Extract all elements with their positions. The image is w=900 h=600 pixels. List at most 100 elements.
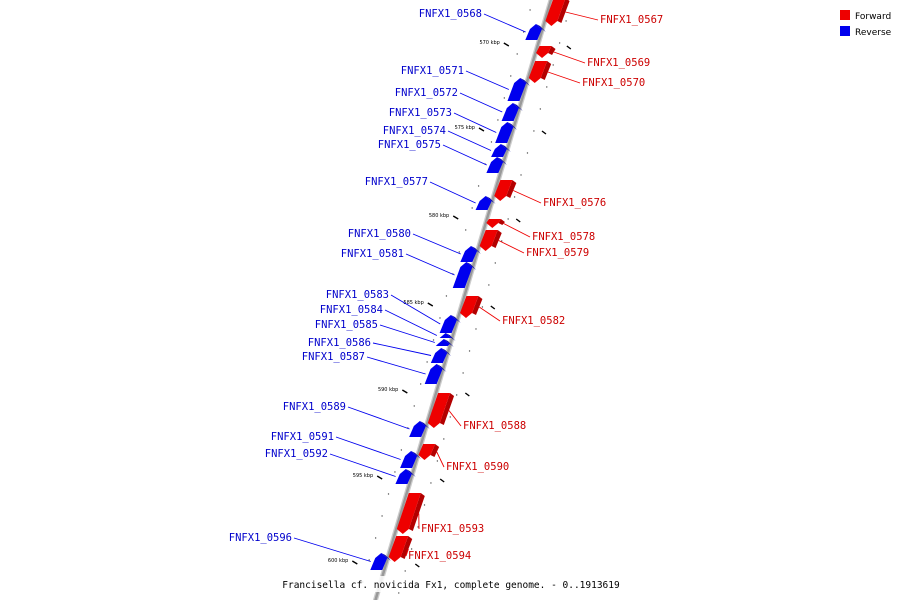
gene-arrow [491, 144, 507, 157]
track-dot [368, 559, 370, 561]
gene-arrow-side [471, 246, 482, 254]
gene-label[interactable]: FNFX1_0591 [271, 431, 334, 443]
gene-leader-line [384, 309, 438, 336]
gene-label[interactable]: FNFX1_0578 [532, 231, 595, 243]
track-dot [477, 185, 480, 187]
gene-arrow-side [466, 262, 477, 270]
gene-fnfx1-0580[interactable] [460, 246, 482, 262]
gene-arrow-side [408, 493, 425, 531]
gene-leader-line [513, 190, 542, 204]
gene-fnfx1-0576[interactable] [494, 180, 517, 201]
gene-label[interactable]: FNFX1_0577 [365, 176, 428, 188]
gene-fnfx1-0577[interactable] [475, 196, 496, 210]
gene-fnfx1-0592[interactable] [395, 469, 416, 484]
track-dot [552, 64, 554, 66]
track-dot [443, 438, 445, 440]
gene-label[interactable]: FNFX1_0579 [526, 247, 589, 259]
kbp-tick-label: 590 kbp [378, 387, 398, 393]
gene-label[interactable]: FNFX1_0580 [348, 228, 411, 240]
gene-label[interactable]: FNFX1_0590 [446, 461, 509, 473]
gene-label[interactable]: FNFX1_0596 [229, 532, 292, 544]
gene-label[interactable]: FNFX1_0576 [543, 197, 606, 209]
gene-leader-line [405, 253, 455, 276]
gene-arrow-side [497, 157, 508, 165]
gene-fnfx1-0567[interactable] [545, 0, 570, 26]
gene-leader-line [459, 92, 503, 113]
gene-fnfx1-0568[interactable] [525, 24, 546, 40]
gene-arrow [479, 230, 498, 251]
track-dot [400, 449, 403, 451]
gene-fnfx1-0578[interactable] [486, 219, 505, 228]
kbp-tick-label: 570 kbp [479, 40, 499, 46]
kbp-tick-mark [503, 42, 510, 47]
gene-fnfx1-0585[interactable] [435, 339, 454, 347]
gene-label[interactable]: FNFX1_0568 [419, 8, 482, 20]
gene-leader-line [465, 70, 509, 90]
gene-leader-line [429, 181, 476, 204]
gene-fnfx1-0582[interactable] [459, 296, 483, 318]
gene-fnfx1-0596[interactable] [370, 553, 392, 570]
track-dot [465, 229, 467, 231]
gene-fnfx1-0574[interactable] [491, 144, 511, 157]
gene-label[interactable]: FNFX1_0573 [389, 107, 452, 119]
track-dot [394, 471, 396, 473]
gene-fnfx1-0572[interactable] [501, 103, 523, 121]
gene-fnfx1-0571[interactable] [507, 78, 531, 101]
gene-label[interactable]: FNFX1_0584 [320, 304, 383, 316]
gene-label[interactable]: FNFX1_0581 [341, 248, 404, 260]
track-dot [449, 416, 451, 418]
gene-leader-line [347, 406, 410, 430]
gene-label[interactable]: FNFX1_0587 [302, 351, 365, 363]
gene-fnfx1-0584[interactable] [438, 333, 456, 341]
gene-arrow-side [540, 61, 552, 80]
kbp-tick-mark [515, 218, 521, 223]
gene-fnfx1-0589[interactable] [409, 421, 430, 437]
gene-label[interactable]: FNFX1_0571 [401, 65, 464, 77]
gene-fnfx1-0581[interactable] [452, 262, 477, 288]
gene-arrow-side [439, 393, 455, 425]
gene-arrow [528, 61, 548, 83]
kbp-tick-mark [452, 215, 459, 220]
gene-fnfx1-0588[interactable] [427, 393, 455, 428]
gene-label[interactable]: FNFX1_0586 [308, 337, 371, 349]
gene-label[interactable]: FNFX1_0567 [600, 14, 663, 26]
gene-fnfx1-0586[interactable] [430, 348, 452, 363]
gene-fnfx1-0591[interactable] [400, 451, 422, 468]
gene-fnfx1-0593[interactable] [396, 493, 425, 534]
gene-label[interactable]: FNFX1_0572 [395, 87, 458, 99]
gene-fnfx1-0570[interactable] [528, 61, 552, 83]
gene-arrow [400, 451, 418, 468]
gene-fnfx1-0579[interactable] [479, 230, 502, 251]
gene-label[interactable]: FNFX1_0583 [326, 289, 389, 301]
track-dot [398, 592, 400, 594]
gene-leader-line [442, 144, 487, 166]
kbp-ticks: 570 kbp 575 kbp 580 kbp 585 kbp 590 kbp 595 k… [328, 40, 572, 568]
gene-label[interactable]: FNFX1_0589 [283, 401, 346, 413]
gene-arrow [452, 262, 473, 288]
gene-label[interactable]: FNFX1_0569 [587, 57, 650, 69]
track-dot [471, 207, 473, 209]
gene-fnfx1-0575[interactable] [486, 157, 508, 173]
gene-fnfx1-0583[interactable] [439, 315, 461, 333]
gene-arrow [418, 444, 436, 460]
gene-label[interactable]: FNFX1_0593 [421, 523, 484, 535]
gene-arrow [494, 180, 513, 201]
gene-label[interactable]: FNFX1_0594 [408, 550, 471, 562]
gene-fnfx1-0594[interactable] [388, 536, 413, 562]
gene-label[interactable]: FNFX1_0574 [383, 125, 446, 137]
gene-label[interactable]: FNFX1_0585 [315, 319, 378, 331]
gene-label[interactable]: FNFX1_0592 [265, 448, 328, 460]
gene-fnfx1-0573[interactable] [495, 122, 518, 143]
gene-leader-line [329, 453, 396, 477]
gene-label[interactable]: FNFX1_0582 [502, 315, 565, 327]
gene-fnfx1-0569[interactable] [536, 46, 556, 58]
track-dot [432, 339, 435, 341]
track-dot [526, 152, 529, 154]
gene-fnfx1-0590[interactable] [418, 444, 440, 460]
gene-label[interactable]: FNFX1_0570 [582, 77, 645, 89]
kbp-tick-label: 595 kbp [353, 473, 373, 479]
gene-label[interactable]: FNFX1_0588 [463, 420, 526, 432]
gene-fnfx1-0587[interactable] [424, 364, 447, 384]
gene-arrow-side [500, 144, 511, 152]
gene-label[interactable]: FNFX1_0575 [378, 139, 441, 151]
